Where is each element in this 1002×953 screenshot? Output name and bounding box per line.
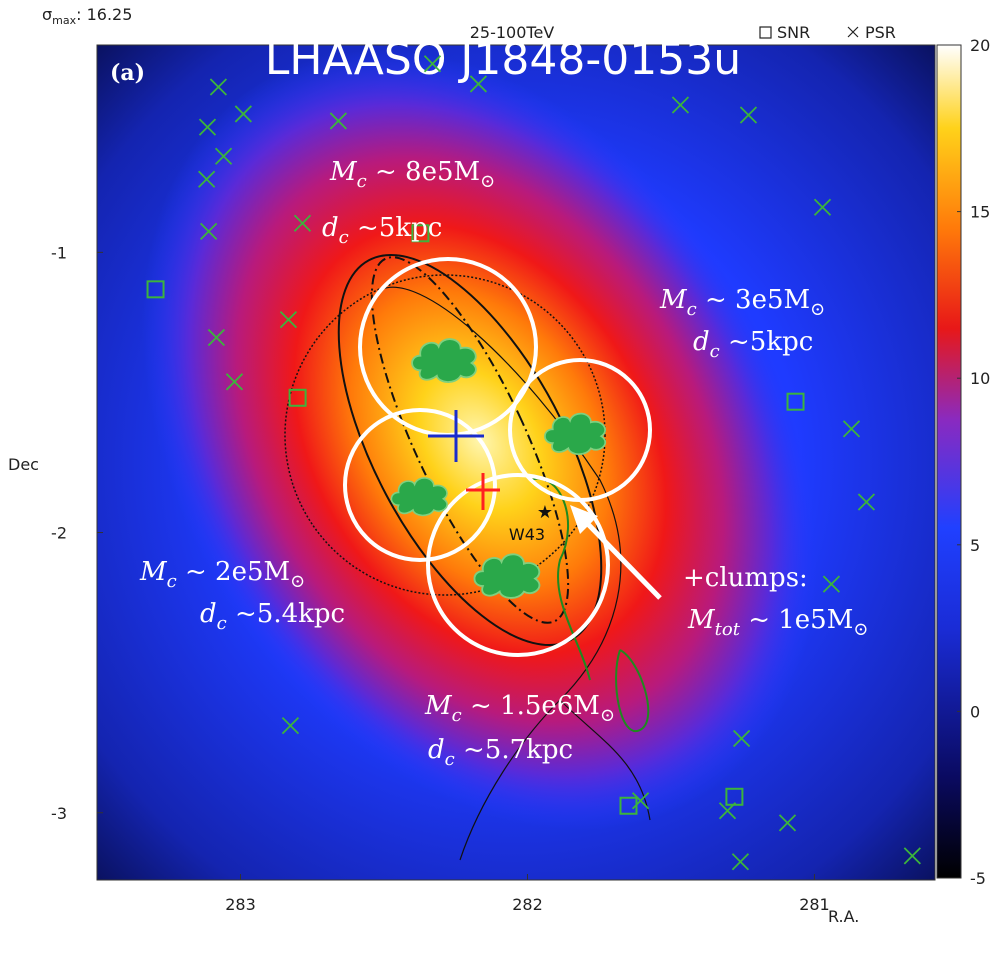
star: ★ — [537, 502, 553, 523]
annotation-part: d — [428, 735, 445, 765]
annotation-part: M — [687, 605, 716, 635]
colorbar — [937, 45, 961, 878]
annotation-part: ~5kpc — [720, 327, 814, 357]
y-axis-label: Dec — [8, 455, 39, 474]
y-tick-label: -2 — [51, 524, 67, 543]
y-tick-label: -3 — [51, 804, 67, 823]
annotation: Mc ~ 3e5M⊙ — [659, 285, 825, 320]
x-tick-label: 281 — [799, 895, 830, 914]
annotation-part: ~ 3e5M — [697, 285, 810, 315]
chart-title: LHAASO J1848-0153u — [265, 34, 741, 85]
annotation-part: ~ 1.5e6M — [462, 691, 600, 721]
colorbar-tick-label: 10 — [970, 369, 990, 388]
annotation-part: c — [687, 299, 697, 320]
annotation-part: d — [693, 327, 710, 357]
annotation-part: ~ 8e5M — [367, 157, 480, 187]
annotation-part: ~ 2e5M — [177, 557, 290, 587]
colorbar-tick-label: 15 — [970, 203, 990, 222]
annotation-part: W43 — [509, 525, 545, 544]
annotation-part: ⊙ — [853, 619, 868, 640]
annotation-part: c — [339, 227, 349, 248]
annotation: +clumps: — [683, 563, 808, 593]
annotation-part: d — [200, 599, 217, 629]
annotation-part: c — [445, 749, 455, 770]
annotation-part: M — [424, 691, 453, 721]
y-tick-label: -1 — [51, 243, 67, 262]
annotation-part: M — [659, 285, 688, 315]
legend-label: PSR — [865, 23, 896, 42]
sky-map: ★ — [3, 0, 957, 953]
annotation-part: d — [322, 213, 339, 243]
annotation-part: ⊙ — [480, 171, 495, 192]
annotation-part: ~ 1e5M — [740, 605, 853, 635]
annotation: Mc ~ 2e5M⊙ — [139, 557, 305, 592]
annotation: W43 — [509, 525, 545, 544]
annotation-part: ⊙ — [810, 299, 825, 320]
annotation-part: M — [329, 157, 358, 187]
page: {"chart_data": { "type": "scatter", "tit… — [0, 0, 1002, 953]
colorbar-tick-label: 0 — [970, 702, 980, 721]
annotation-part: ~5.7kpc — [455, 735, 573, 765]
sigma-sub: max — [52, 14, 76, 27]
x-axis-label: R.A. — [828, 907, 859, 926]
colorbar-tick-label: -5 — [970, 869, 986, 888]
annotation-part: +clumps: — [683, 563, 808, 593]
sigma-value: : 16.25 — [76, 5, 132, 24]
annotation-part: c — [217, 613, 227, 634]
annotation-part: c — [710, 341, 720, 362]
annotation-part: c — [167, 571, 177, 592]
x-tick-label: 282 — [512, 895, 543, 914]
sigma-symbol: σ — [42, 5, 52, 24]
annotation: Mtot ~ 1e5M⊙ — [687, 605, 868, 640]
annotation-part: c — [452, 705, 462, 726]
sigma-label: σmax: 16.25 — [42, 5, 132, 27]
annotation-part: ~5kpc — [349, 213, 443, 243]
colorbar-tick-label: 20 — [970, 36, 990, 55]
annotation-part: tot — [715, 619, 741, 640]
chart: ★ σmax: 16.25 25-100TeV (a) LHAASO J1848… — [0, 0, 1002, 953]
legend-label: SNR — [777, 23, 810, 42]
annotation-part: c — [357, 171, 367, 192]
annotation-part: ⊙ — [290, 571, 305, 592]
annotation-part: M — [139, 557, 168, 587]
annotation-part: ⊙ — [600, 705, 615, 726]
legend-symbol — [760, 27, 771, 38]
colorbar-tick-label: 5 — [970, 536, 980, 555]
panel-label: (a) — [110, 60, 145, 86]
annotation: Mc ~ 8e5M⊙ — [329, 157, 495, 192]
legend-symbol — [848, 27, 858, 37]
x-tick-label: 283 — [225, 895, 256, 914]
annotation-part: ~5.4kpc — [227, 599, 345, 629]
